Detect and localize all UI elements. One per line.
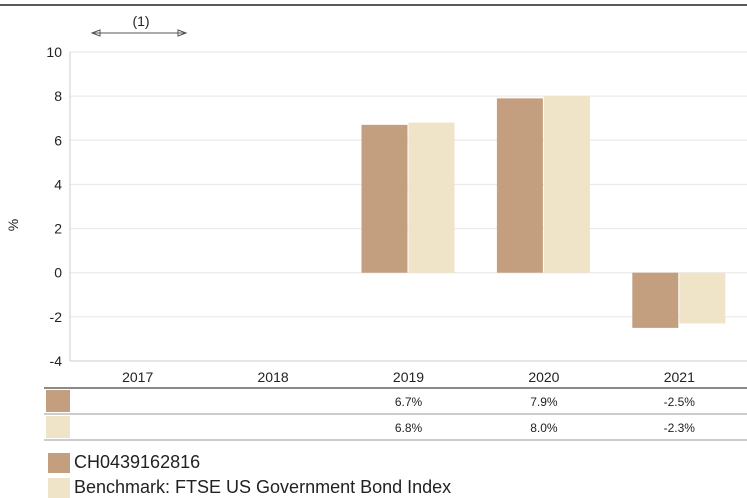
legend-benchmark-label: Benchmark: FTSE US Government Bond Index <box>74 477 452 497</box>
bar-benchmark-2020 <box>543 96 590 273</box>
table-cell: 8.0% <box>530 421 558 435</box>
annotation-arrow-right-head <box>177 29 188 37</box>
period-annotation: (1) <box>90 13 188 37</box>
y-tick-label: 4 <box>54 176 62 192</box>
legend-benchmark-swatch <box>48 477 70 498</box>
y-axis-label: % <box>5 219 21 231</box>
x-tick-label: 2020 <box>528 369 559 385</box>
bar-benchmark-2021 <box>679 272 726 324</box>
bar-benchmark-2019 <box>408 122 455 273</box>
legend-fund-swatch <box>48 452 70 473</box>
y-tick-label: 6 <box>54 132 62 148</box>
y-tick-label: -4 <box>50 353 63 369</box>
legend-fund-label: CH0439162816 <box>74 452 201 472</box>
legend-fund: CH0439162816 <box>48 452 200 473</box>
table-cell: 7.9% <box>530 395 558 409</box>
annotation-arrow-left-head <box>90 29 101 37</box>
values-table: 6.7% 7.9% -2.5% 6.8% 8.0% -2.3% <box>44 387 747 441</box>
table-cell: 6.8% <box>395 421 423 435</box>
x-axis: 2017 2018 2019 2020 2021 <box>70 360 747 385</box>
y-tick-label: -2 <box>50 309 63 325</box>
x-tick-label: 2021 <box>664 369 695 385</box>
y-tick-label: 8 <box>54 88 62 104</box>
y-tick-label: 2 <box>54 221 62 237</box>
x-tick-label: 2018 <box>258 369 289 385</box>
table-row-swatch <box>46 416 70 438</box>
legend-benchmark: Benchmark: FTSE US Government Bond Index <box>48 477 451 498</box>
x-tick-label: 2019 <box>393 369 424 385</box>
x-tick-label: 2017 <box>122 369 153 385</box>
bars <box>361 96 726 328</box>
y-tick-label: 10 <box>46 44 62 60</box>
bar-fund-2021 <box>632 272 679 328</box>
annotation-label: (1) <box>132 13 149 29</box>
bar-fund-2020 <box>496 98 543 273</box>
y-tick-label: 0 <box>54 265 62 281</box>
table-cell: -2.5% <box>664 395 696 409</box>
y-axis: -4 -2 0 2 4 6 8 10 <box>46 44 71 369</box>
table-cell: -2.3% <box>664 421 696 435</box>
table-cell: 6.7% <box>395 395 423 409</box>
bar-fund-2019 <box>361 124 408 273</box>
table-row-swatch <box>46 390 70 412</box>
